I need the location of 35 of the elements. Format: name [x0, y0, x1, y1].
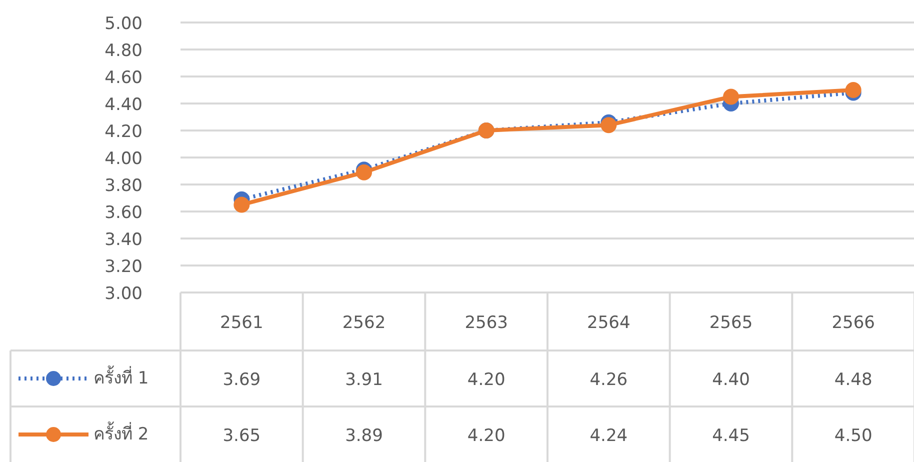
data-label: 4.48: [834, 370, 872, 390]
legend-label: ครั้งที่ 1: [94, 366, 149, 388]
x-tick-label: 2561: [220, 313, 264, 333]
x-tick-label: 2562: [342, 313, 386, 333]
point: [845, 82, 862, 98]
y-tick-label: 3.40: [104, 230, 143, 250]
legend-label: ครั้งที่ 2: [94, 422, 149, 444]
point: [723, 88, 739, 105]
y-tick-label: 4.40: [104, 95, 143, 115]
y-tick-label: 4.60: [104, 68, 143, 88]
y-tick-label: 4.20: [104, 122, 143, 142]
data-label: 4.20: [467, 426, 506, 446]
y-tick-label: 3.20: [104, 257, 143, 277]
x-tick-label: 2566: [832, 313, 875, 333]
data-label: 4.20: [467, 370, 506, 390]
y-tick-label: 4.80: [104, 41, 143, 61]
data-label: 4.40: [712, 370, 750, 390]
y-tick-label: 3.60: [104, 203, 143, 223]
y-tick-label: 3.00: [104, 284, 143, 304]
x-tick-label: 2563: [464, 313, 508, 333]
y-tick-label: 4.00: [104, 149, 143, 169]
y-tick-label: 3.80: [104, 176, 143, 196]
data-label: 3.91: [345, 370, 383, 390]
x-tick-label: 2564: [587, 313, 630, 333]
data-label: 3.69: [222, 370, 261, 390]
point: [234, 196, 250, 213]
point: [600, 117, 617, 134]
data-label: 4.45: [712, 426, 750, 446]
data-label: 4.24: [590, 426, 628, 446]
data-label: 3.89: [345, 426, 383, 446]
data-label: 4.50: [834, 426, 872, 446]
y-tick-label: 5.00: [104, 14, 143, 34]
x-tick-label: 2565: [709, 313, 753, 333]
data-label: 3.65: [222, 426, 261, 446]
data-label: 4.26: [590, 370, 628, 390]
